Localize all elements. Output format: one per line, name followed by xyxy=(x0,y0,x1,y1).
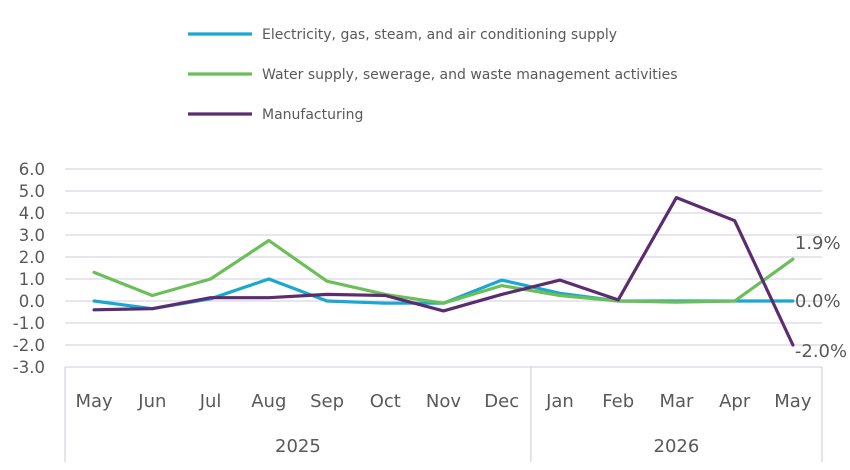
y-tick-label: 2.0 xyxy=(19,248,45,267)
data-label: -2.0% xyxy=(795,341,847,362)
x-tick-label: Aug xyxy=(251,391,286,412)
x-tick-label: May xyxy=(76,391,114,412)
x-tick-label: Jun xyxy=(137,391,166,412)
y-tick-label: 1.0 xyxy=(19,270,45,289)
y-tick-label: -3.0 xyxy=(13,358,45,377)
x-tick-label: Feb xyxy=(602,391,634,412)
y-tick-label: -2.0 xyxy=(13,336,45,355)
data-label: 0.0% xyxy=(795,291,841,312)
x-tick-label: Jan xyxy=(545,391,574,412)
x-tick-label: Mar xyxy=(659,391,694,412)
legend-label: Electricity, gas, steam, and air conditi… xyxy=(262,27,617,43)
x-tick-label: Sep xyxy=(310,391,344,412)
legend-label: Water supply, sewerage, and waste manage… xyxy=(262,67,678,83)
year-label: 2026 xyxy=(654,436,700,457)
y-tick-label: 3.0 xyxy=(19,226,45,245)
x-tick-label: Oct xyxy=(370,391,401,412)
series-line xyxy=(92,238,795,305)
x-tick-label: Nov xyxy=(426,391,461,412)
series-line xyxy=(92,196,795,347)
x-tick-label: Apr xyxy=(719,391,751,412)
x-tick-label: Jul xyxy=(199,391,222,412)
x-tick-label: Dec xyxy=(484,391,519,412)
legend-label: Manufacturing xyxy=(262,107,363,123)
y-tick-label: -1.0 xyxy=(13,314,45,333)
y-tick-label: 6.0 xyxy=(19,160,45,179)
year-label: 2025 xyxy=(275,436,321,457)
y-tick-label: 0.0 xyxy=(19,292,45,311)
y-tick-label: 4.0 xyxy=(19,204,45,223)
x-tick-label: May xyxy=(774,391,812,412)
y-tick-label: 5.0 xyxy=(19,182,45,201)
data-label: 1.9% xyxy=(795,233,841,254)
